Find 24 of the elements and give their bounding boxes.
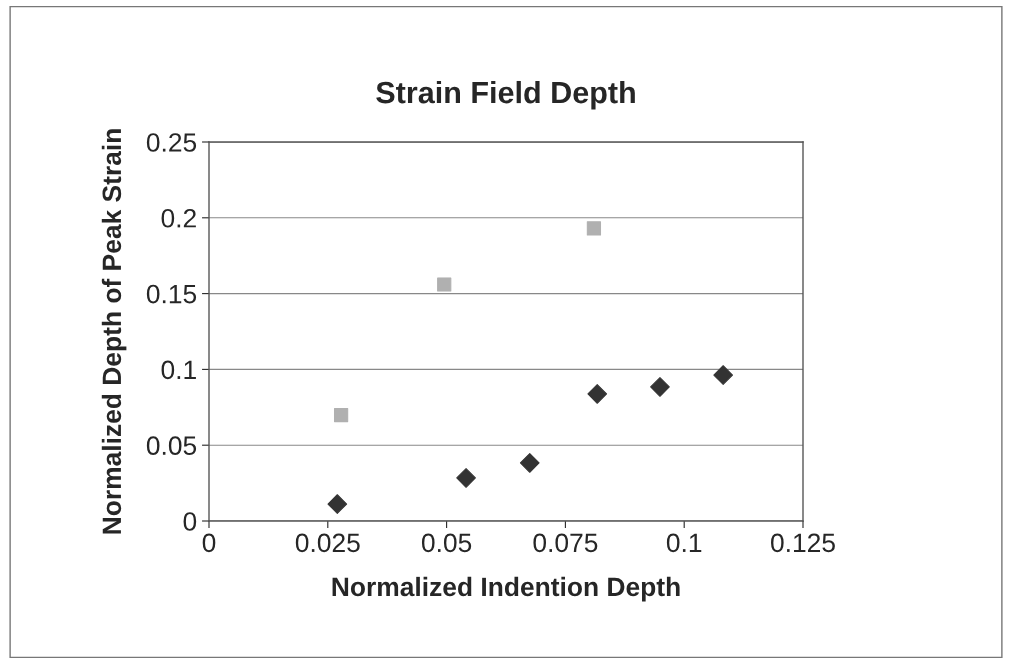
y-tick-label: 0.05 — [146, 436, 197, 456]
y-tick-label: 0.25 — [146, 133, 197, 152]
y-axis-title: Normalized Depth of Peak Strain — [101, 129, 127, 534]
point — [327, 494, 348, 514]
chart-title: Strain Field Depth — [376, 80, 635, 110]
x-tick-label: 0.125 — [771, 533, 835, 553]
y-tick-label: 0.2 — [161, 208, 196, 228]
x-tick-label: 0 — [202, 533, 216, 553]
point — [650, 377, 670, 397]
y-tick-label: 0.15 — [146, 284, 197, 304]
x-tick-label: 0.05 — [421, 533, 472, 553]
point — [456, 468, 476, 488]
point — [333, 407, 349, 423]
point — [587, 384, 608, 404]
point — [586, 221, 602, 236]
x-tick-label: 0.075 — [533, 533, 598, 553]
point — [713, 365, 734, 385]
x-tick-label: 0.1 — [666, 533, 702, 553]
y-tick-label: 0 — [183, 512, 197, 531]
y-tick-label: 0.1 — [161, 360, 196, 380]
x-tick-label: 0.025 — [295, 533, 360, 553]
point — [519, 453, 540, 473]
x-axis-title: Normalized Indention Depth — [332, 576, 680, 602]
point — [437, 277, 452, 292]
